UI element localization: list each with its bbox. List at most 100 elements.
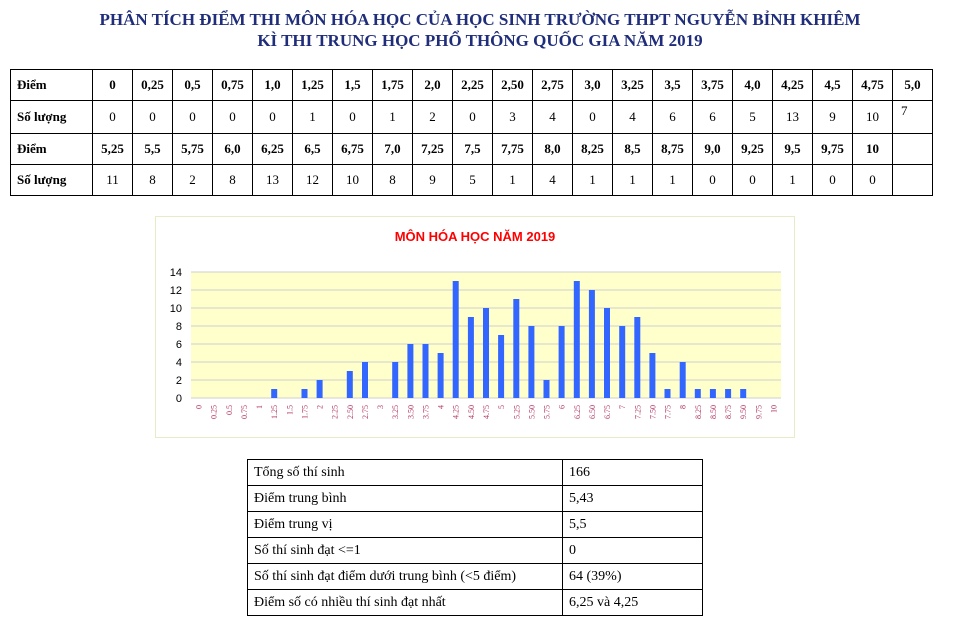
score-cell: 0,25 xyxy=(132,69,173,101)
x-tick-label: 7.50 xyxy=(648,405,657,419)
score-cell: 3,25 xyxy=(612,69,653,101)
bar xyxy=(498,335,505,398)
count-cell: 0 xyxy=(132,100,173,134)
count-cell: 1 xyxy=(652,164,693,196)
stats-value: 6,25 và 4,25 xyxy=(562,589,703,616)
stats-row: Điểm trung bình 5,43 xyxy=(247,485,703,512)
stats-value: 0 xyxy=(562,537,703,564)
x-tick-label: 8.50 xyxy=(709,405,718,419)
x-tick-label: 1 xyxy=(255,405,264,409)
x-tick-label: 6.75 xyxy=(603,405,612,419)
count-row: Số lượng 0 0 0 0 0 1 0 1 2 0 3 4 0 4 6 6 5 13 9 10 7 xyxy=(10,100,933,134)
count-cell: 0 xyxy=(692,164,733,196)
score-cell: 9,75 xyxy=(812,133,853,165)
score-cell: 2,75 xyxy=(532,69,573,101)
score-cell: 5,5 xyxy=(132,133,173,165)
score-cell: 9,5 xyxy=(772,133,813,165)
x-tick-label: 4.75 xyxy=(482,405,491,419)
stats-value: 5,43 xyxy=(562,485,703,512)
score-cell: 0 xyxy=(92,69,133,101)
count-cell: 10 xyxy=(852,100,893,134)
bar xyxy=(528,326,535,398)
score-cell: 3,75 xyxy=(692,69,733,101)
bar xyxy=(301,389,308,398)
page-title-line-2: KÌ THI TRUNG HỌC PHỔ THÔNG QUỐC GIA NĂM … xyxy=(257,31,703,50)
count-cell: 6 xyxy=(652,100,693,134)
bar xyxy=(452,281,459,398)
score-cell: 1,5 xyxy=(332,69,373,101)
stats-label: Điểm trung vị xyxy=(247,511,563,538)
score-cell: 4,0 xyxy=(732,69,773,101)
bar xyxy=(362,362,368,398)
score-cell: 9,0 xyxy=(692,133,733,165)
count-cell: 13 xyxy=(252,164,293,196)
stats-label: Tổng số thí sinh xyxy=(247,459,563,486)
stats-row: Điểm số có nhiều thí sinh đạt nhất 6,25 v… xyxy=(247,589,703,616)
count-cell: 2 xyxy=(412,100,453,134)
count-cell: 7 xyxy=(892,100,933,134)
count-cell: 4 xyxy=(612,100,653,134)
score-cell: 8,25 xyxy=(572,133,613,165)
x-tick-label: 1.5 xyxy=(285,405,294,415)
bar xyxy=(467,317,474,398)
bar xyxy=(694,389,701,398)
score-row-label: Điểm xyxy=(10,69,93,101)
score-row: Điểm 5,25 5,5 5,75 6,0 6,25 6,5 6,75 7,0 7,25 7,5 7… xyxy=(10,133,933,165)
x-tick-label: 1.75 xyxy=(301,405,310,419)
score-cell: 6,0 xyxy=(212,133,253,165)
x-tick-label: 2.50 xyxy=(346,405,355,419)
y-tick-label: 8 xyxy=(176,321,182,333)
count-cell: 2 xyxy=(172,164,213,196)
count-cell: 8 xyxy=(212,164,253,196)
count-cell: 0 xyxy=(732,164,773,196)
count-cell: 0 xyxy=(172,100,213,134)
stats-value: 166 xyxy=(562,459,703,486)
bar xyxy=(619,326,626,398)
score-cell: 10 xyxy=(852,133,893,165)
x-tick-label: 5.50 xyxy=(527,405,536,419)
x-tick-label: 6.25 xyxy=(573,405,582,419)
count-cell: 1 xyxy=(772,164,813,196)
x-tick-label: 3.25 xyxy=(391,405,400,419)
score-cell: 3,5 xyxy=(652,69,693,101)
score-cell: 5,0 xyxy=(892,69,933,101)
bar xyxy=(725,389,732,398)
x-tick-label: 7 xyxy=(618,405,627,409)
count-cell: 1 xyxy=(292,100,333,134)
bar xyxy=(588,290,595,398)
stats-row: Tổng số thí sinh 166 xyxy=(247,459,703,486)
count-cell: 1 xyxy=(372,100,413,134)
stats-row: Số thí sinh đạt điểm dưới trung bình (<5… xyxy=(247,563,703,590)
score-cell: 2,0 xyxy=(412,69,453,101)
count-cell: 10 xyxy=(332,164,373,196)
x-tick-label: 8.25 xyxy=(694,405,703,419)
count-cell: 0 xyxy=(452,100,493,134)
count-cell: 0 xyxy=(92,100,133,134)
y-tick-label: 2 xyxy=(176,375,182,387)
count-cell: 3 xyxy=(492,100,533,134)
score-cell: 8,0 xyxy=(532,133,573,165)
bar xyxy=(604,308,610,398)
y-tick-label: 6 xyxy=(176,339,182,351)
bar xyxy=(573,281,580,398)
x-tick-label: 10 xyxy=(769,405,778,413)
empty-cell xyxy=(892,164,933,196)
x-tick-label: 6 xyxy=(558,405,567,409)
x-tick-label: 5.75 xyxy=(543,405,552,419)
x-tick-label: 6.50 xyxy=(588,405,597,419)
score-cell: 6,25 xyxy=(252,133,293,165)
x-tick-label: 5.25 xyxy=(512,405,521,419)
score-cell: 7,5 xyxy=(452,133,493,165)
count-cell: 1 xyxy=(492,164,533,196)
score-cell: 5,25 xyxy=(92,133,133,165)
count-cell: 9 xyxy=(412,164,453,196)
count-cell: 11 xyxy=(92,164,133,196)
stats-label: Số thí sinh đạt <=1 xyxy=(247,537,563,564)
count-cell: 12 xyxy=(292,164,333,196)
x-tick-label: 3.75 xyxy=(422,405,431,419)
bar xyxy=(558,326,565,398)
y-tick-label: 4 xyxy=(176,357,182,369)
count-cell: 1 xyxy=(612,164,653,196)
x-tick-label: 7.25 xyxy=(633,405,642,419)
